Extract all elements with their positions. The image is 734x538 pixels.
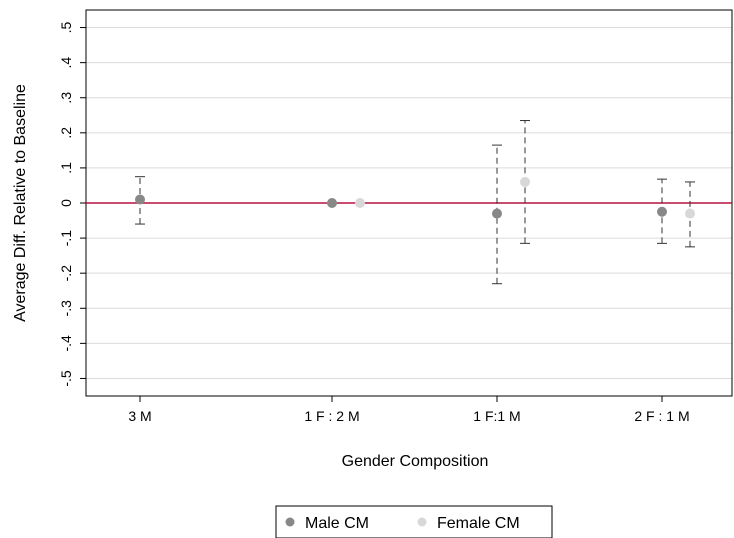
data-point-male-cm bbox=[327, 198, 337, 208]
x-tick-label: 3 M bbox=[128, 408, 151, 424]
y-axis: -.5 -.4 -.3 -.2 -.1 0 .1 .2 .3 .4 .5 bbox=[58, 10, 87, 396]
x-tick-label: 1 F:1 M bbox=[473, 408, 520, 424]
gridlines bbox=[86, 27, 732, 379]
data-point-female-cm bbox=[685, 208, 695, 219]
data-points bbox=[135, 176, 695, 219]
legend-marker-male-cm bbox=[285, 517, 295, 527]
y-tick-label: -.2 bbox=[58, 265, 74, 282]
y-axis-title: Average Diff. Relative to Baseline bbox=[12, 84, 29, 322]
legend-box bbox=[275, 505, 553, 538]
y-tick-label: .5 bbox=[58, 21, 74, 33]
data-point-male-cm bbox=[657, 206, 667, 217]
data-point-female-cm bbox=[520, 176, 530, 187]
x-axis-title: Gender Composition bbox=[342, 453, 489, 470]
data-point-male-cm bbox=[135, 194, 145, 205]
y-tick-label: .2 bbox=[58, 127, 74, 139]
legend: Male CM Female CM bbox=[275, 505, 553, 538]
y-tick-label: -.3 bbox=[58, 300, 74, 317]
x-axis: 3 M 1 F : 2 M 1 F:1 M 2 F : 1 M bbox=[86, 395, 732, 424]
x-tick-label: 1 F : 2 M bbox=[304, 408, 359, 424]
legend-label-female-cm: Female CM bbox=[437, 515, 520, 532]
legend-label-male-cm: Male CM bbox=[305, 515, 369, 532]
y-tick-label: .3 bbox=[58, 92, 74, 104]
y-tick-label: -.4 bbox=[58, 335, 74, 352]
data-point-male-cm bbox=[492, 208, 502, 219]
error-bars bbox=[135, 120, 695, 285]
y-tick-label: .1 bbox=[58, 162, 74, 174]
legend-marker-female-cm bbox=[417, 517, 427, 527]
y-tick-label: .4 bbox=[58, 57, 74, 69]
y-tick-label: 0 bbox=[58, 199, 74, 207]
x-tick-label: 2 F : 1 M bbox=[634, 408, 689, 424]
y-tick-label: -.5 bbox=[58, 370, 74, 387]
y-tick-label: -.1 bbox=[58, 230, 74, 247]
data-point-female-cm bbox=[355, 198, 365, 208]
